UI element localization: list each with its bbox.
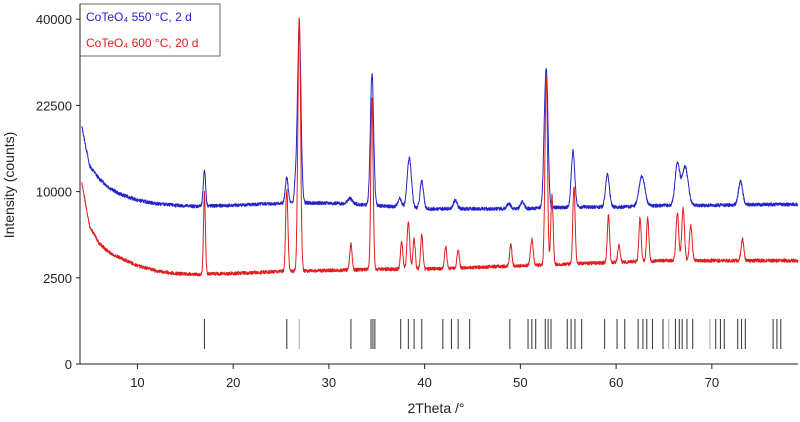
x-tick-label: 20	[226, 375, 240, 390]
series-line-1	[81, 24, 799, 212]
axes	[79, 4, 798, 365]
x-tick-label: 60	[609, 375, 623, 390]
x-tick-label: 40	[417, 375, 431, 390]
y-ticks: 0 2500 10000 22500 40000	[36, 12, 80, 372]
x-tick-label: 30	[322, 375, 336, 390]
legend-label-series-2: CoTeO₄ 600 °C, 20 d	[86, 36, 198, 50]
y-tick-label: 40000	[36, 12, 72, 27]
x-tick-label: 70	[705, 375, 719, 390]
x-tick-label: 50	[513, 375, 527, 390]
y-axis-label: Intensity (counts)	[1, 132, 17, 239]
x-axis-label: 2Theta /°	[408, 400, 465, 416]
series-lines	[81, 17, 799, 277]
x-ticks: 10 20 30 40 50 60 70	[130, 364, 719, 390]
y-tick-label: 10000	[36, 185, 72, 200]
y-tick-label: 2500	[43, 271, 72, 286]
reference-ticks	[203, 319, 782, 349]
y-tick-label: 22500	[36, 98, 72, 113]
legend-box	[79, 3, 221, 57]
legend: CoTeO₄ 550 °C, 2 d CoTeO₄ 600 °C, 20 d	[79, 3, 221, 57]
y-tick-label: 0	[65, 357, 72, 372]
legend-label-series-1: CoTeO₄ 550 °C, 2 d	[86, 10, 192, 24]
series-line-2	[81, 17, 799, 277]
x-tick-label: 10	[130, 375, 144, 390]
